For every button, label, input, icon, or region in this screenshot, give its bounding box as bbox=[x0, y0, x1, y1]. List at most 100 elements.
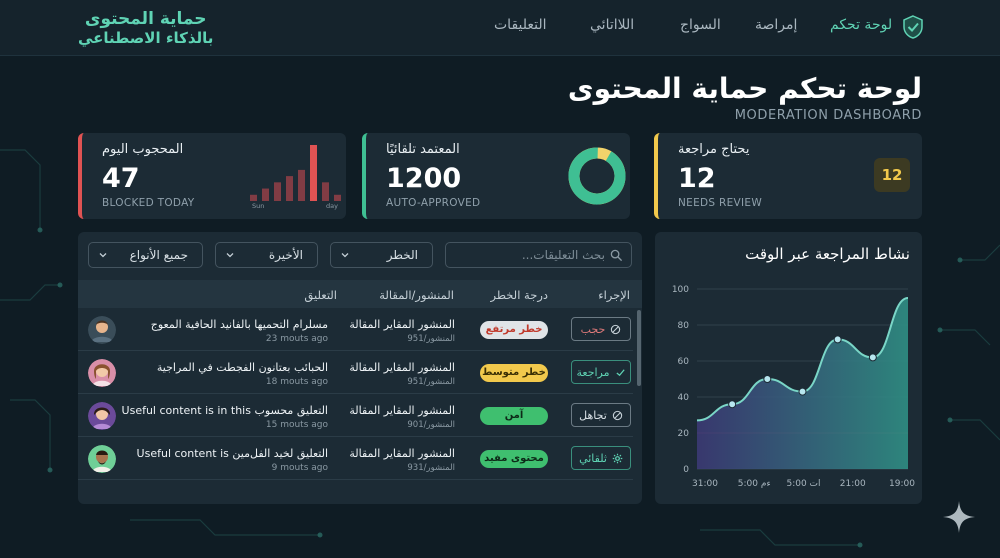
search-placeholder: بحث التعليقات... bbox=[521, 248, 605, 262]
spark-bar bbox=[286, 176, 293, 201]
post-title: المنشور المقاير المقالة bbox=[349, 404, 455, 417]
col-post: المنشور/المقالة bbox=[379, 288, 454, 302]
brand-logo[interactable]: حماية المحتوى بالذكاء الاصطناعي bbox=[78, 9, 213, 47]
post-title: المنشور المقاير المقالة bbox=[349, 447, 455, 460]
search-input[interactable]: بحث التعليقات... bbox=[445, 242, 632, 268]
y-tick-label: 20 bbox=[678, 429, 690, 439]
risk-filter-dropdown[interactable]: الخطر bbox=[330, 242, 433, 268]
approved-title: المعتمد تلقائيًا bbox=[386, 142, 460, 157]
gear-icon bbox=[612, 453, 623, 463]
nav-item-dashboard[interactable]: لوحة تحكم bbox=[830, 17, 893, 33]
col-comment: التعليق bbox=[304, 288, 337, 302]
risk-badge-high: خطر مرتفع bbox=[480, 321, 548, 339]
recent-filter-label: الأخيرة bbox=[268, 248, 303, 262]
ignore-button[interactable]: تجاهل bbox=[571, 403, 631, 427]
avatar bbox=[88, 359, 116, 387]
nav-item-3[interactable]: اللااتائي bbox=[590, 17, 635, 33]
top-navigation-bar: حماية المحتوى بالذكاء الاصطناعي التعليقا… bbox=[0, 0, 1000, 56]
spark-label-right: day bbox=[326, 202, 338, 210]
post-id: المنشور/931 bbox=[407, 463, 455, 473]
activity-area-chart: 0 20 40 60 80 100 31:00 ءم 5:00 ات 5:00 21:00 19:0… bbox=[672, 285, 915, 489]
risk-badge-medium: خطر متوسط bbox=[480, 364, 548, 382]
table-row: التعليق محسوب Useful content is in this … bbox=[78, 395, 633, 437]
auto-approved-card: المعتمد تلقائيًا 1200 AUTO-APPROVED bbox=[362, 133, 630, 219]
x-tick-label: 31:00 bbox=[692, 479, 718, 489]
block-button[interactable]: حجب bbox=[571, 317, 631, 341]
review-count-badge: 12 bbox=[874, 158, 910, 192]
col-risk: درجة الخطر bbox=[490, 288, 548, 302]
brand-line-2: بالذكاء الاصطناعي bbox=[78, 29, 214, 47]
risk-badge-useful: محتوى مفيد bbox=[480, 450, 548, 468]
y-tick-label: 0 bbox=[683, 465, 689, 475]
post-title: المنشور المقاير المقالة bbox=[349, 318, 455, 331]
avatar bbox=[88, 445, 116, 473]
spark-bar bbox=[334, 194, 341, 201]
area-fill bbox=[697, 298, 908, 469]
sparkle-icon bbox=[943, 501, 975, 533]
review-button-label: مراجعة bbox=[576, 365, 610, 379]
check-icon bbox=[615, 368, 625, 376]
comment-time: 9 mouts ago bbox=[271, 463, 328, 473]
brand-line-1: حماية المحتوى bbox=[84, 9, 207, 29]
blocked-label: BLOCKED TODAY bbox=[102, 197, 195, 209]
spark-bar bbox=[262, 188, 269, 201]
y-tick-label: 60 bbox=[678, 357, 690, 367]
spark-bar bbox=[322, 182, 329, 201]
data-point bbox=[763, 375, 772, 383]
nav-item-1[interactable]: إمراصة bbox=[755, 17, 798, 33]
ignore-button-label: تجاهل bbox=[579, 408, 607, 422]
approved-donut-chart bbox=[568, 147, 626, 205]
spark-label-left: Sun bbox=[252, 202, 265, 210]
search-icon bbox=[610, 249, 623, 262]
blocked-value: 47 bbox=[102, 163, 140, 194]
type-filter-label: جميع الأنواع bbox=[129, 248, 188, 262]
chevron-down-icon bbox=[341, 253, 349, 258]
table-scrollbar[interactable] bbox=[637, 310, 641, 386]
table-header: التعليق المنشور/المقالة درجة الخطر الإجر… bbox=[78, 280, 642, 308]
shield-icon bbox=[903, 15, 923, 39]
x-tick-label: ات 5:00 bbox=[786, 479, 820, 489]
col-action: الإجراء bbox=[598, 288, 630, 302]
block-button-label: حجب bbox=[580, 322, 606, 336]
approved-label: AUTO-APPROVED bbox=[386, 197, 481, 209]
avatar bbox=[88, 316, 116, 344]
chevron-down-icon bbox=[226, 253, 234, 258]
comment-time: 15 mouts ago bbox=[265, 420, 328, 430]
x-tick-label: ءم 5:00 bbox=[738, 479, 771, 489]
comment-text: التعليق لخيد الفل‌مين Useful content is bbox=[136, 447, 328, 460]
recent-filter-dropdown[interactable]: الأخيرة bbox=[215, 242, 318, 268]
table-row: الحبائب بعتانون الفجطت في المراجية 18 mo… bbox=[78, 352, 633, 394]
nav-item-2[interactable]: السواج bbox=[680, 17, 721, 33]
post-id: المنشور/951 bbox=[407, 334, 455, 344]
comment-text: التعليق محسوب Useful content is in this bbox=[121, 404, 328, 417]
type-filter-dropdown[interactable]: جميع الأنواع bbox=[88, 242, 203, 268]
spark-bar bbox=[298, 169, 305, 201]
post-title: المنشور المقاير المقالة bbox=[349, 361, 455, 374]
spark-bar bbox=[274, 182, 281, 201]
comment-time: 23 mouts ago bbox=[265, 334, 328, 344]
chart-title: نشاط المراجعة عبر الوقت bbox=[745, 245, 910, 263]
blocked-title: المحجوب اليوم bbox=[102, 142, 184, 157]
review-label: NEEDS REVIEW bbox=[678, 197, 763, 209]
data-point bbox=[833, 335, 842, 344]
risk-filter-label: الخطر bbox=[386, 248, 418, 262]
y-tick-label: 100 bbox=[672, 285, 689, 295]
page-title: لوحة تحكم حماية المحتوى bbox=[567, 72, 922, 105]
data-point bbox=[728, 400, 737, 409]
auto-button[interactable]: ثلقائي bbox=[571, 446, 631, 470]
comment-text: مسلرام التحميها بالفانيد الحافية المعوج bbox=[150, 318, 328, 331]
data-point bbox=[798, 387, 807, 396]
ignore-icon bbox=[612, 410, 623, 420]
table-row: مسلرام التحميها بالفانيد الحافية المعوج … bbox=[78, 309, 633, 351]
blocked-today-card: المحجوب اليوم 47 BLOCKED TODAY Sun day bbox=[78, 133, 346, 219]
y-tick-label: 80 bbox=[678, 321, 690, 331]
y-tick-label: 40 bbox=[678, 393, 690, 403]
spark-bar bbox=[310, 145, 317, 201]
review-value: 12 bbox=[678, 163, 716, 194]
post-id: المنشور/951 bbox=[407, 377, 455, 387]
review-button[interactable]: مراجعة bbox=[571, 360, 631, 384]
post-id: المنشور/901 bbox=[407, 420, 455, 430]
risk-badge-safe: آمن bbox=[480, 407, 548, 425]
nav-item-comments[interactable]: التعليقات bbox=[494, 17, 547, 33]
review-title: يحتاج مراجعة bbox=[678, 142, 750, 157]
